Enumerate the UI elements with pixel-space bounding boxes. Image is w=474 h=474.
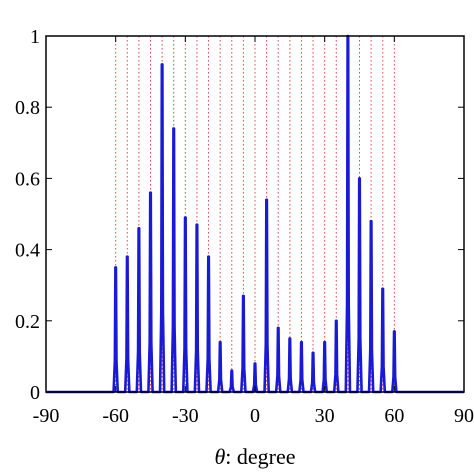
x-tick-label: -60 (102, 405, 129, 427)
x-tick-label: -30 (172, 405, 199, 427)
x-tick-label: 90 (454, 405, 474, 427)
x-tick-label: 60 (384, 405, 404, 427)
y-tick-label: 1 (30, 26, 40, 48)
x-axis-unit: : degree (225, 444, 295, 469)
x-tick-label: 0 (250, 405, 260, 427)
y-tick-label: 0.2 (15, 311, 40, 333)
y-tick-label: 0.8 (15, 97, 40, 119)
series-layer (46, 34, 464, 394)
y-axis-ticks: 0 0.2 0.4 0.6 0.8 1 (15, 26, 464, 404)
y-tick-label: 0 (30, 382, 40, 404)
x-tick-label: -90 (33, 405, 60, 427)
x-axis-symbol: θ (214, 444, 225, 469)
x-axis-ticks: -90 -60 -30 0 30 60 90 (33, 36, 474, 427)
y-tick-label: 0.4 (15, 240, 40, 262)
x-tick-label: 30 (315, 405, 335, 427)
x-axis-title: θ: degree (214, 444, 295, 469)
y-tick-label: 0.6 (15, 168, 40, 190)
